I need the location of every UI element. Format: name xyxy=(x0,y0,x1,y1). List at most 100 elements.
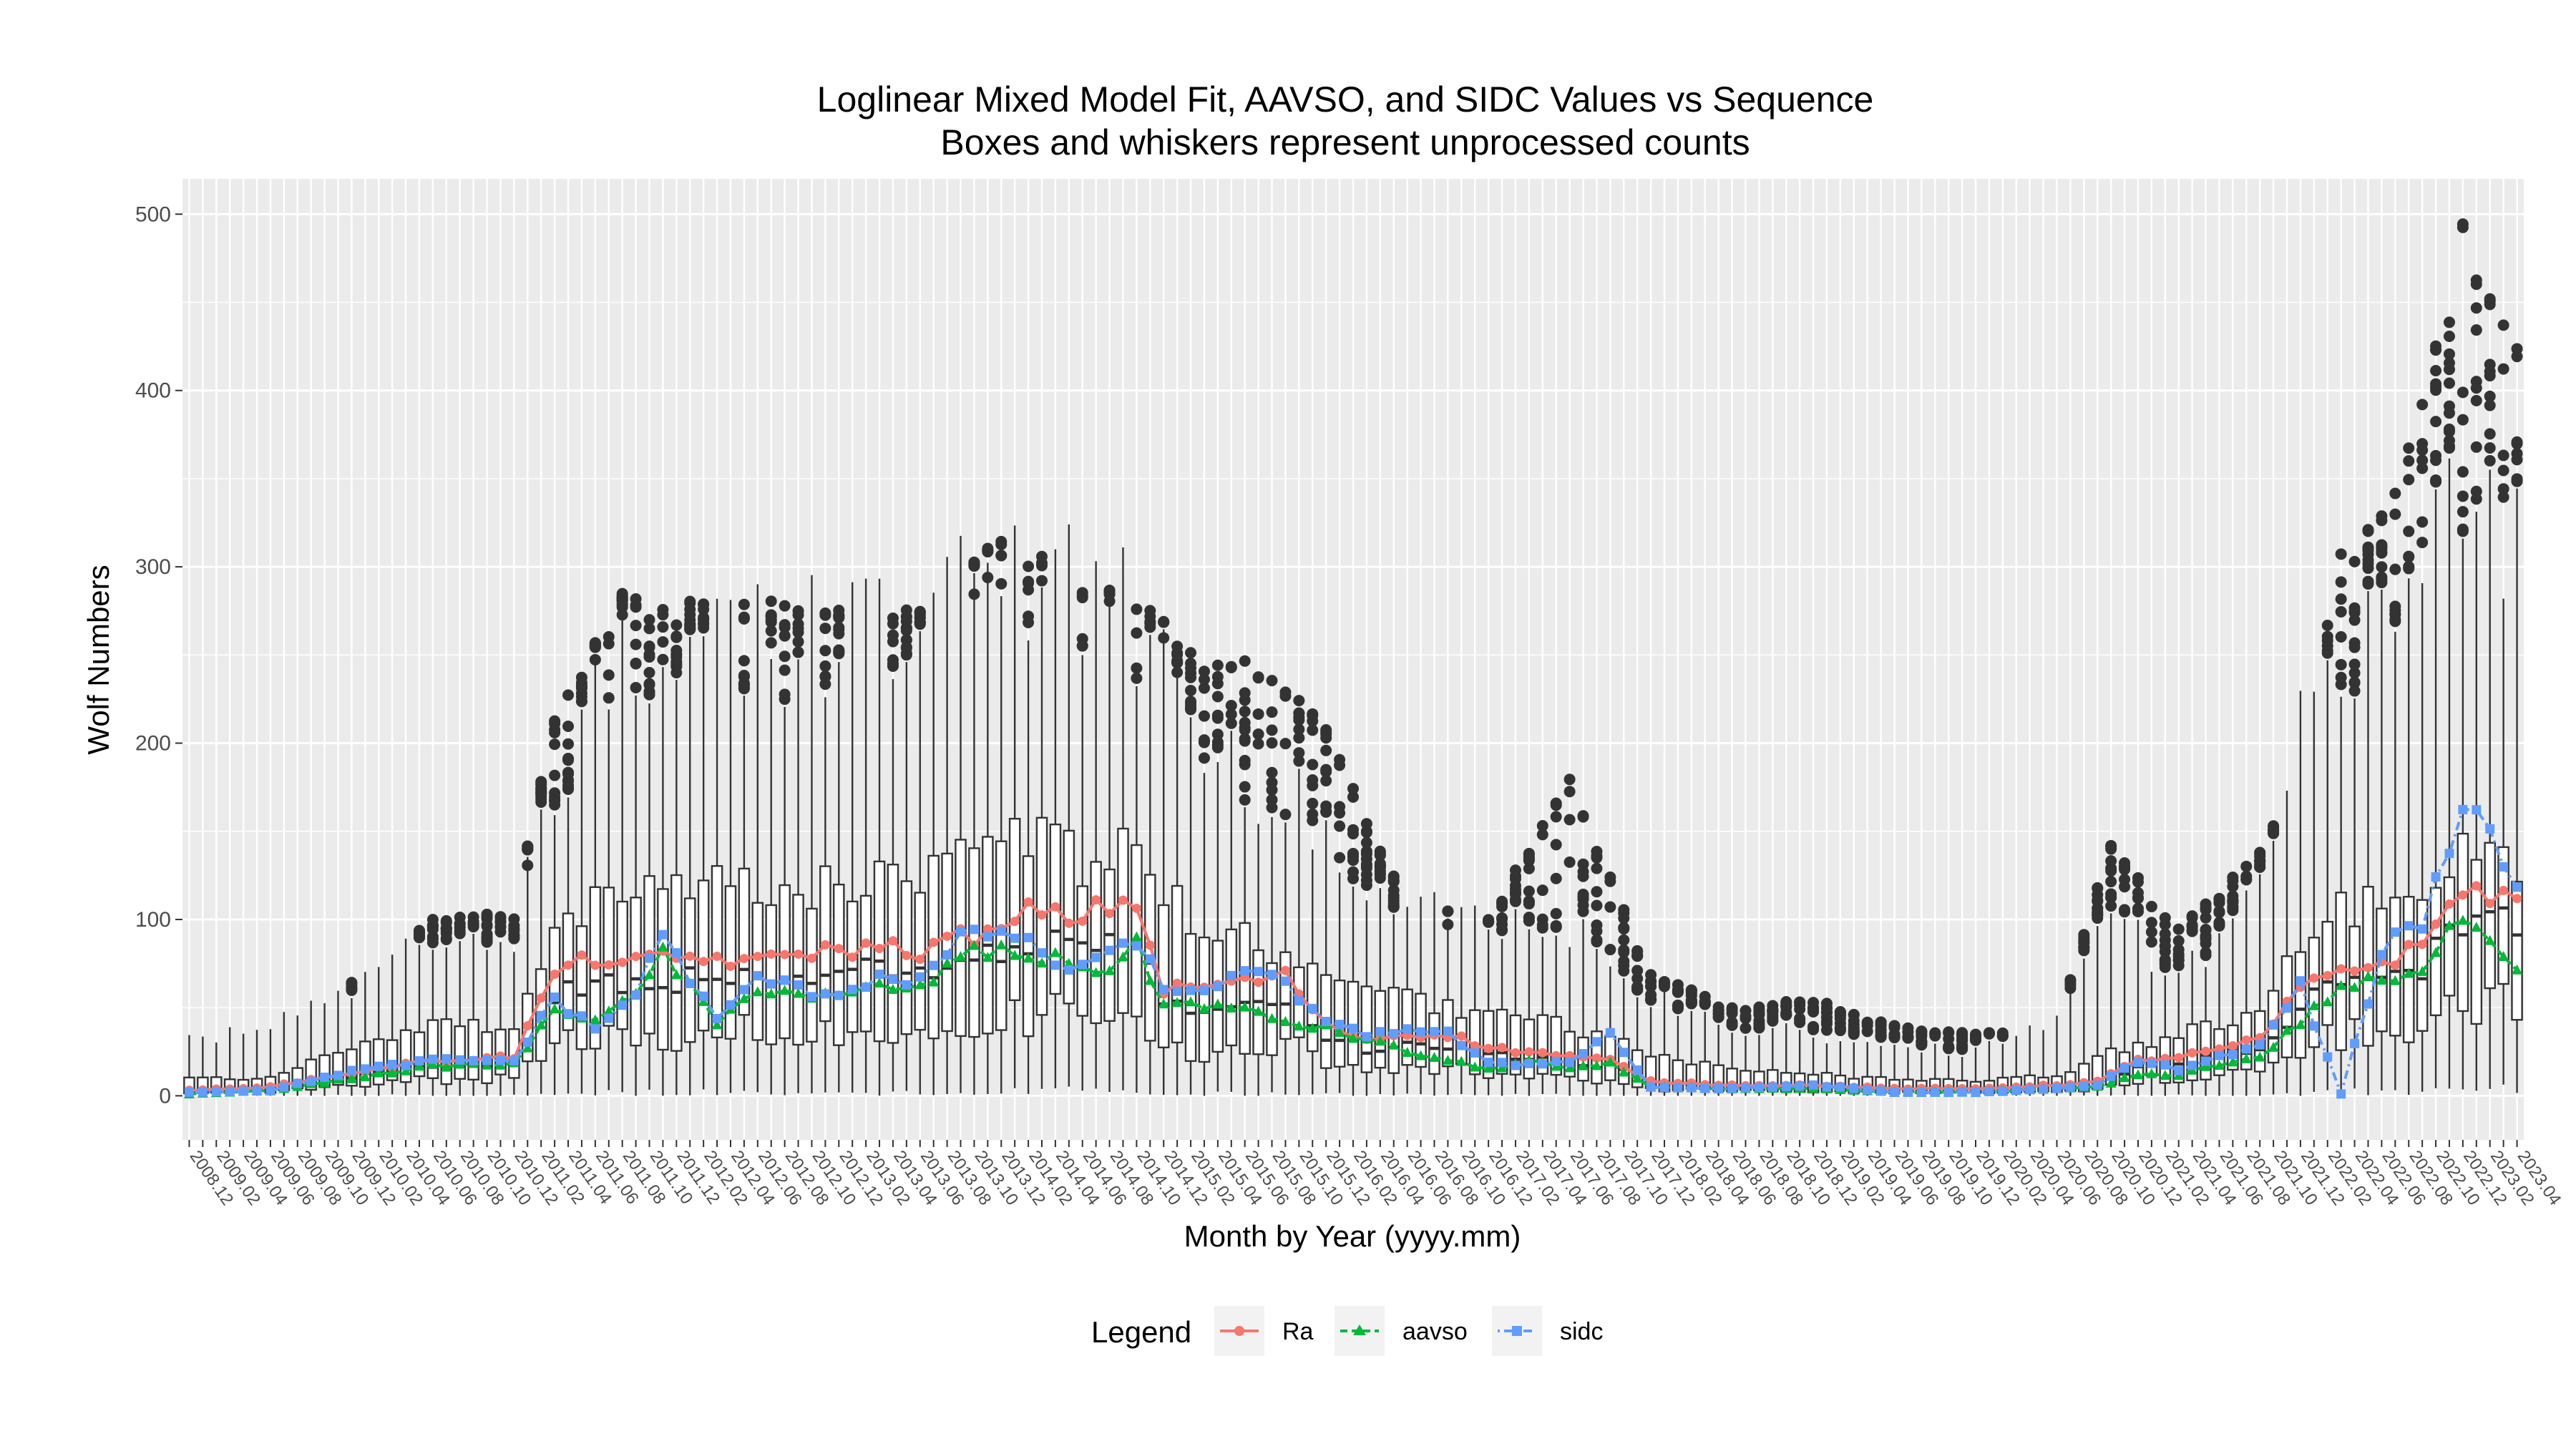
point-ra xyxy=(2512,894,2522,904)
boxplot xyxy=(508,913,520,1095)
boxplot-outlier xyxy=(670,667,683,679)
boxplot xyxy=(1888,1020,1901,1096)
boxplot-outlier xyxy=(1211,691,1224,703)
point-sidc xyxy=(1903,1087,1913,1097)
point-ra xyxy=(929,937,939,947)
boxplot-outlier xyxy=(2457,414,2469,426)
point-aavso xyxy=(2268,1041,2279,1052)
boxplot-outlier xyxy=(2497,483,2509,495)
point-ra xyxy=(590,960,600,970)
boxplot-outlier xyxy=(1536,820,1548,832)
boxplot xyxy=(1103,585,1116,1092)
point-aavso xyxy=(698,995,709,1006)
boxplot-outlier xyxy=(2335,593,2347,605)
boxplot-box xyxy=(2484,841,2497,990)
boxplot-box xyxy=(426,1019,439,1079)
point-sidc xyxy=(2241,1044,2251,1054)
point-ra xyxy=(2499,885,2509,895)
point-sidc xyxy=(2228,1050,2238,1060)
boxplot-outlier xyxy=(1577,870,1589,882)
point-ra xyxy=(794,949,804,959)
boxplot-outlier xyxy=(2348,658,2361,670)
boxplot-outlier xyxy=(1591,862,1603,874)
boxplot-box xyxy=(1225,928,1238,1047)
boxplot-outlier xyxy=(1780,996,1792,1008)
point-sidc xyxy=(618,1000,628,1010)
point-sidc xyxy=(847,985,857,995)
boxplot-outlier xyxy=(765,625,777,637)
point-ra xyxy=(1524,1047,1534,1057)
point-sidc xyxy=(1591,1037,1601,1047)
boxplot-outlier xyxy=(670,619,683,631)
boxplot-outlier xyxy=(1252,738,1264,750)
point-sidc xyxy=(279,1082,289,1092)
boxplot-outlier xyxy=(2105,843,2117,855)
boxplot-outlier xyxy=(2335,630,2347,643)
boxplot-outlier xyxy=(982,572,994,584)
point-sidc xyxy=(1524,1058,1534,1068)
legend-label-sidc: sidc xyxy=(1560,1318,1603,1345)
boxplot-outlier xyxy=(549,723,561,736)
point-sidc xyxy=(834,990,844,1000)
point-sidc xyxy=(2025,1085,2035,1095)
boxplot-outlier xyxy=(765,595,777,608)
boxplot-outlier xyxy=(602,669,615,681)
point-ra xyxy=(2174,1053,2184,1063)
boxplot-outlier xyxy=(1211,678,1224,690)
boxplot-outlier xyxy=(1307,808,1319,820)
boxplot-outlier xyxy=(779,664,791,676)
point-ra xyxy=(2390,960,2400,970)
boxplot xyxy=(2118,857,2131,1096)
boxplot-outlier xyxy=(2457,221,2469,233)
boxplot xyxy=(1225,660,1238,1092)
point-ra xyxy=(1591,1053,1601,1063)
point-aavso xyxy=(752,986,763,997)
point-aavso xyxy=(2498,951,2509,962)
point-aavso xyxy=(779,985,791,995)
point-sidc xyxy=(2119,1063,2129,1073)
boxplot xyxy=(1442,905,1454,1096)
boxplot-outlier xyxy=(1956,1043,1968,1055)
boxplot xyxy=(1916,1025,1928,1096)
point-ra xyxy=(1470,1041,1480,1051)
boxplot-outlier xyxy=(1198,665,1210,678)
point-aavso xyxy=(603,1005,615,1016)
boxplot-outlier xyxy=(2200,898,2212,910)
boxplot-outlier xyxy=(1902,1032,1914,1044)
point-aavso xyxy=(2295,1019,2306,1030)
boxplot-outlier xyxy=(2484,399,2496,411)
boxplot-box xyxy=(1428,1012,1440,1075)
boxplot-outlier xyxy=(2186,919,2198,932)
point-aavso xyxy=(590,1014,601,1025)
boxplot-outlier xyxy=(575,677,587,689)
point-aavso xyxy=(766,988,777,999)
point-ra xyxy=(577,950,587,960)
point-aavso xyxy=(2376,975,2387,985)
boxplot-box xyxy=(1266,962,1278,1056)
point-aavso xyxy=(2160,1070,2171,1080)
point-ra xyxy=(1050,902,1060,912)
point-sidc xyxy=(360,1064,370,1074)
boxplot-outlier xyxy=(1307,797,1319,809)
boxplot xyxy=(1509,864,1522,1094)
point-aavso xyxy=(1483,1063,1494,1073)
boxplot-outlier xyxy=(1591,925,1603,937)
boxplot-box xyxy=(765,904,778,1045)
point-aavso xyxy=(549,1003,560,1014)
boxplot-outlier xyxy=(779,600,791,612)
point-aavso xyxy=(1347,1033,1359,1043)
boxplot-outlier xyxy=(2105,855,2117,867)
point-sidc xyxy=(455,1055,465,1065)
boxplot-outlier xyxy=(2511,343,2523,355)
boxplot-outlier xyxy=(2430,454,2442,467)
boxplot-outlier xyxy=(1550,921,1562,933)
boxplot xyxy=(806,575,818,1094)
boxplot-outlier xyxy=(792,646,804,658)
point-sidc xyxy=(2458,804,2468,814)
point-aavso xyxy=(2444,919,2455,930)
point-sidc xyxy=(1240,966,1250,976)
boxplot xyxy=(859,578,872,1093)
boxplot-outlier xyxy=(1360,836,1372,849)
point-ra xyxy=(1010,917,1020,927)
boxplot xyxy=(819,607,831,1093)
